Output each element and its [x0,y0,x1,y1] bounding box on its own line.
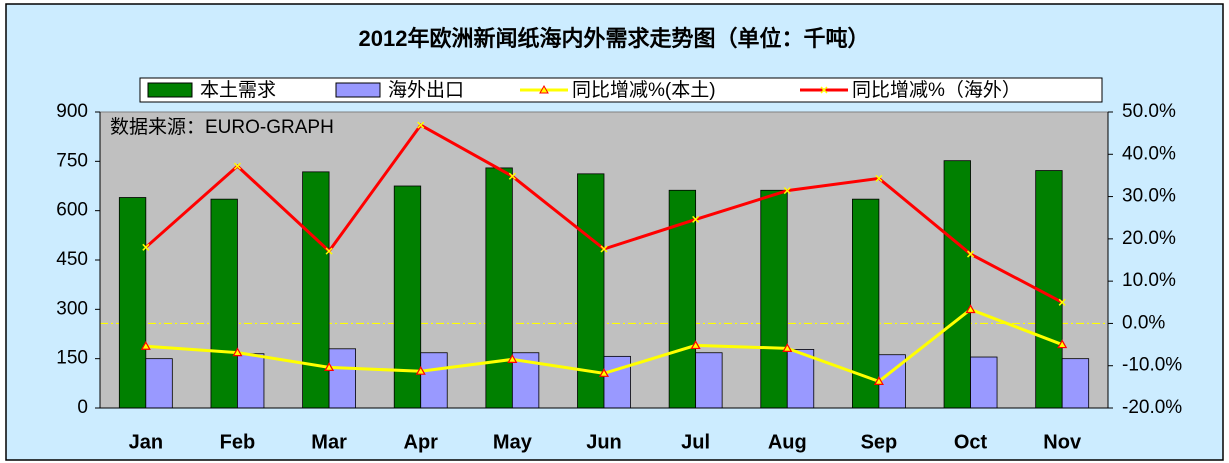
marker [232,347,243,357]
bar [237,353,265,409]
marker [1058,298,1066,306]
y2-tick-label: 30.0% [1122,186,1176,207]
bar [695,352,723,409]
bar [577,173,605,409]
marker [965,304,976,314]
bar [603,355,631,409]
y-tick-label: 150 [56,348,88,369]
marker [873,376,884,385]
legend-swatch [147,82,193,98]
y2-tick-label: 50.0% [1122,101,1176,122]
legend [139,77,1103,103]
marker [415,366,426,375]
marker [783,187,791,195]
legend-marker [539,84,549,94]
marker [324,362,335,372]
marker [875,174,883,182]
marker [325,247,333,255]
legend-marker [820,86,828,94]
legend-label: 同比增减%(本土) [572,79,716,101]
x-tick-label: Aug [768,431,807,453]
marker [417,121,425,129]
marker [1057,339,1068,349]
y2-tick-label: 0.0% [1122,312,1165,333]
marker [508,172,516,180]
bar [302,171,330,409]
x-tick-label: Mar [311,431,347,453]
bar [118,197,147,409]
y2-tick-label: 40.0% [1122,143,1176,164]
bar [760,189,788,409]
marker [600,245,608,253]
legend-label: 本土需求 [200,79,276,101]
legend-swatch [335,82,381,98]
annotation: 数据来源：EURO-GRAPH [110,116,334,138]
y-tick-label: 300 [56,298,88,319]
x-tick-label: Apr [404,431,439,453]
x-tick-label: Jul [681,431,710,453]
x-tick-label: Feb [220,431,256,453]
y-tick-label: 450 [56,249,88,270]
y2-tick-label: -10.0% [1122,355,1182,376]
bar [970,356,998,409]
marker [692,215,700,223]
marker [782,343,793,352]
bar [145,358,173,409]
marker [967,250,975,258]
bar [485,167,513,409]
legend-label: 海外出口 [388,79,464,101]
marker [507,354,518,363]
y-tick-label: 0 [77,397,88,418]
bar [1061,358,1090,409]
bar [328,348,356,409]
y-tick-label: 600 [56,200,88,221]
x-tick-label: Sep [861,431,898,453]
y2-tick-label: 10.0% [1122,270,1176,291]
legend-label: 同比增减%（海外） [852,79,1021,101]
y-tick-label: 750 [56,150,88,171]
y-tick-label: 900 [56,101,88,122]
y2-tick-label: 20.0% [1122,228,1176,249]
marker [142,243,150,251]
bar [943,160,971,409]
marker [598,368,610,377]
x-tick-label: Jun [586,431,622,453]
x-tick-label: May [493,431,533,453]
bar [786,349,815,409]
marker [690,340,701,350]
y2-tick-label: -20.0% [1122,397,1182,418]
marker [233,162,241,170]
x-tick-label: Oct [954,431,988,453]
bar [420,352,448,409]
bar [210,198,238,409]
marker [140,341,151,350]
chart-title: 2012年欧洲新闻纸海内外需求走势图（单位：千吨） [359,26,870,51]
x-tick-label: Jan [129,431,163,453]
x-tick-label: Nov [1043,431,1082,453]
